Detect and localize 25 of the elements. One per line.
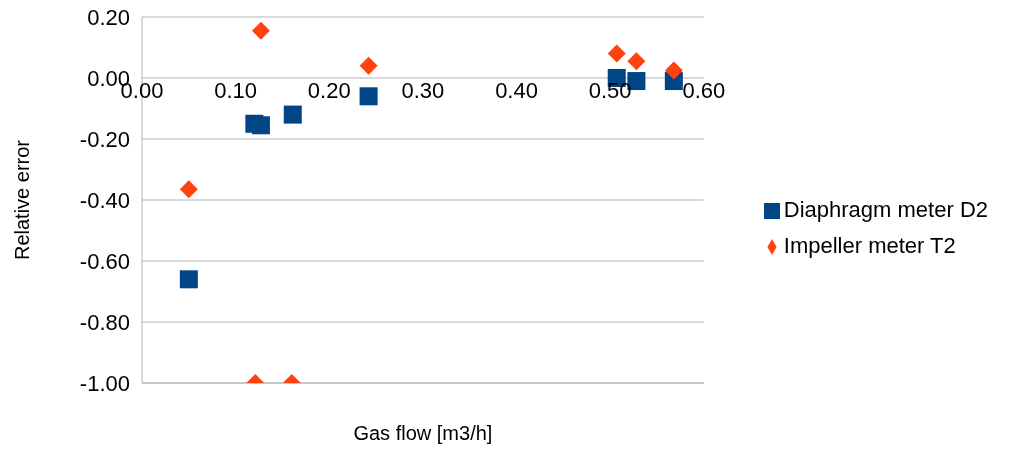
point [359,56,378,75]
x-tick-label: 0.20 [307,77,351,103]
y-tick-label: -0.40 [79,187,130,213]
x-tick-label: 0.40 [495,77,538,103]
point [627,52,646,71]
y-axis-title: Relative error [11,139,34,261]
point [251,116,270,135]
y-tick-label: -0.20 [79,126,130,152]
point [607,44,626,63]
point [664,61,683,80]
x-tick-label: 0.60 [682,77,726,103]
y-tick-label: -0.60 [79,248,130,274]
y-tick-label: -1.00 [79,370,130,396]
legend-label: Diaphragm meter D2 [783,197,988,222]
point [359,87,378,106]
point [179,180,198,199]
x-axis-title: Gas flow [m3/h] [353,422,493,444]
point [283,105,302,124]
x-tick-label: 0.50 [588,77,632,103]
x-tick-label: 0.30 [401,77,445,103]
y-tick-label: -0.80 [79,309,130,335]
x-tick-label: 0.10 [214,77,258,103]
y-tick-label: 0.20 [87,4,130,30]
point [251,21,270,40]
legend-label: Impeller meter T2 [783,233,956,258]
